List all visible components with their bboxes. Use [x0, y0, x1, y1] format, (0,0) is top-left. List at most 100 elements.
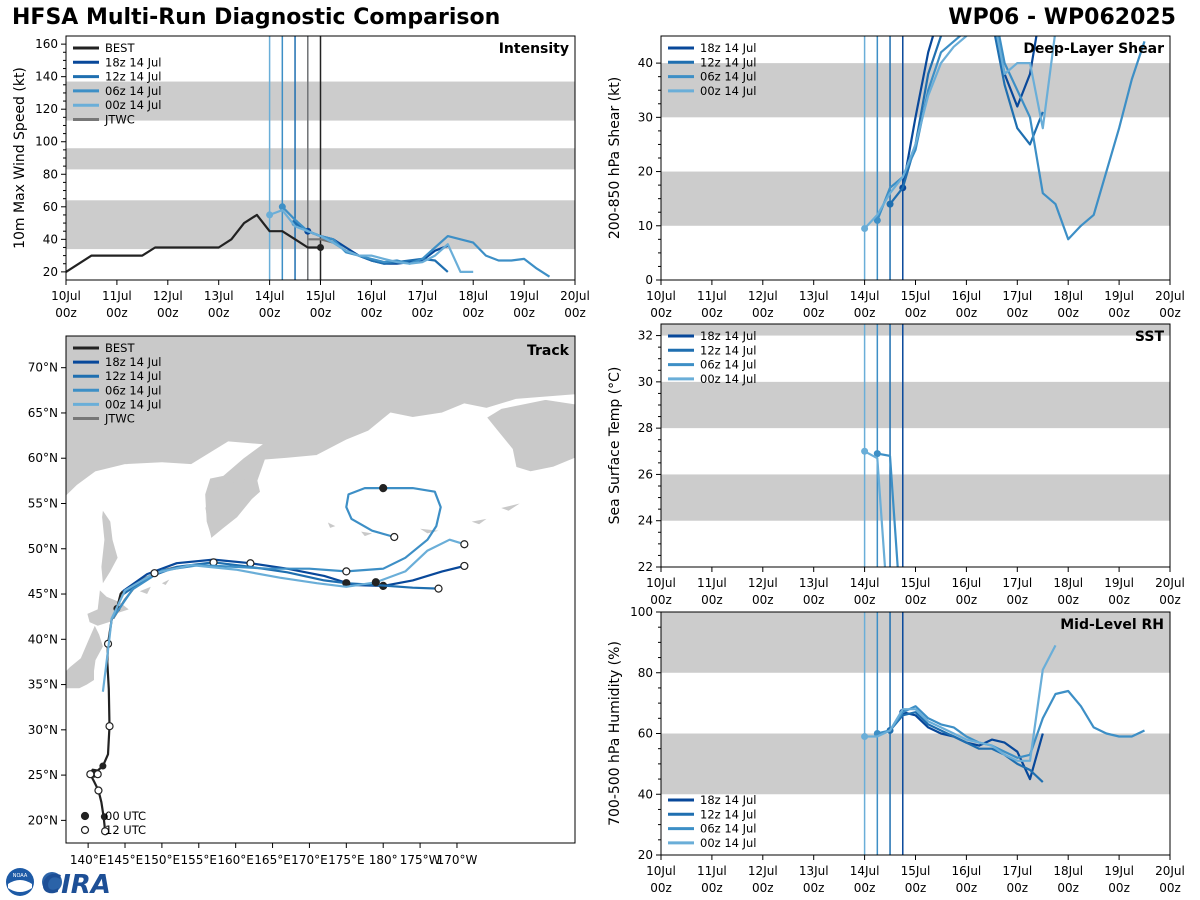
- land-hokkaido: [87, 590, 129, 626]
- intensity-xtick-hour-11Jul: 00z: [106, 306, 128, 320]
- intensity-title: Intensity: [499, 41, 569, 57]
- intensity-series-best: [66, 213, 321, 273]
- track-forecast-point: [150, 569, 159, 578]
- shear-xtick-day-10Jul: 10Jul: [646, 289, 676, 303]
- intensity-xtick-day-10Jul: 10Jul: [51, 289, 81, 303]
- track-ytick-label-50: 50°N: [28, 542, 58, 556]
- rh-ytick-label-60: 60: [638, 727, 653, 741]
- sst-xtick-day-13Jul: 13Jul: [799, 576, 829, 590]
- sst-xtick-day-17Jul: 17Jul: [1002, 576, 1032, 590]
- sst-xtick-hour-19Jul: 00z: [1108, 593, 1130, 607]
- intensity-xtick-day-20Jul: 20Jul: [560, 289, 590, 303]
- rh-xtick-day-11Jul: 11Jul: [697, 864, 727, 878]
- track-ytick-label-65: 65°N: [28, 406, 58, 420]
- track-frame: [65, 335, 576, 844]
- rh-xtick-hour-16Jul: 00z: [956, 881, 978, 895]
- rh-ytick-label-100: 100: [630, 605, 653, 619]
- shear-plot-area: [661, 36, 1170, 280]
- shear-ytick-label-40: 40: [638, 56, 653, 70]
- sst-ytick-label-28: 28: [638, 421, 653, 435]
- land-island-6: [501, 503, 520, 511]
- rh-ylabel: 700-500 hPa Humidity (%): [607, 641, 623, 826]
- intensity-xtick-day-12Jul: 12Jul: [153, 289, 183, 303]
- rh-xtick-day-10Jul: 10Jul: [646, 864, 676, 878]
- rh-xtick-day-17Jul: 17Jul: [1002, 864, 1032, 878]
- intensity-xtick-hour-10Jul: 00z: [55, 306, 77, 320]
- sst-xtick-hour-16Jul: 00z: [956, 593, 978, 607]
- shear-band-1: [661, 63, 1170, 118]
- track-marker-legend-label: 12 UTC: [105, 823, 146, 837]
- shear-xtick-day-13Jul: 13Jul: [799, 289, 829, 303]
- track-legend-label: 12z 14 Jul: [105, 369, 162, 383]
- sst-xtick-day-18Jul: 18Jul: [1053, 576, 1083, 590]
- shear-xtick-hour-18Jul: 00z: [1057, 306, 1079, 320]
- sst-xtick-day-15Jul: 15Jul: [901, 576, 931, 590]
- rh-xtick-hour-12Jul: 00z: [752, 881, 774, 895]
- intensity-xtick-hour-13Jul: 00z: [208, 306, 230, 320]
- rh-xtick-day-20Jul: 20Jul: [1155, 864, 1185, 878]
- track-xtick-label-155: 155°E: [181, 853, 218, 867]
- land-honshu: [66, 625, 103, 689]
- track-xtick-label-145: 145°E: [107, 853, 144, 867]
- sst-ytick-label-24: 24: [638, 514, 653, 528]
- intensity-ytick-label-40: 40: [43, 232, 58, 246]
- cira-logo: NOAA CIRA: [6, 868, 111, 898]
- sst-xtick-hour-17Jul: 00z: [1007, 593, 1029, 607]
- sst-xtick-day-11Jul: 11Jul: [697, 576, 727, 590]
- rh-xtick-hour-19Jul: 00z: [1108, 881, 1130, 895]
- rh-series-12z-14-jul: [889, 711, 1044, 783]
- rh-xtick-day-16Jul: 16Jul: [952, 864, 982, 878]
- sst-xtick-hour-15Jul: 00z: [905, 593, 927, 607]
- land-alaska: [485, 398, 575, 473]
- shear-legend-label: 00z 14 Jul: [700, 84, 757, 98]
- track-best-12utc-point: [94, 786, 103, 795]
- intensity-legend-label: BEST: [105, 41, 135, 55]
- shear-ylabel: 200-850 hPa Shear (kt): [607, 77, 623, 239]
- track-series-06z-14-jul: [111, 487, 442, 620]
- track-forecast-end-point: [390, 532, 399, 542]
- rh-xtick-day-15Jul: 15Jul: [901, 864, 931, 878]
- sst-title: SST: [1135, 329, 1165, 345]
- globe-icon: [42, 872, 62, 892]
- intensity-xtick-day-13Jul: 13Jul: [204, 289, 234, 303]
- sst-init-point-00z-14-jul: [861, 447, 869, 455]
- rh-xtick-hour-15Jul: 00z: [905, 881, 927, 895]
- intensity-best-point: [317, 243, 324, 251]
- sst-ytick-label-22: 22: [638, 560, 653, 574]
- noaa-wave-icon: [8, 880, 32, 892]
- track-series-18z-14-jul: [122, 558, 465, 593]
- land-island-4: [420, 528, 439, 534]
- rh-xtick-day-13Jul: 13Jul: [799, 864, 829, 878]
- shear-xtick-hour-13Jul: 00z: [803, 306, 825, 320]
- sst-ytick-label-26: 26: [638, 467, 653, 481]
- land-island-0: [139, 586, 151, 594]
- shear-xtick-hour-20Jul: 00z: [1159, 306, 1181, 320]
- rh-xtick-hour-11Jul: 00z: [701, 881, 723, 895]
- intensity-xtick-hour-20Jul: 00z: [564, 306, 586, 320]
- shear-xtick-hour-16Jul: 00z: [956, 306, 978, 320]
- rh-band-1: [661, 612, 1170, 673]
- track-marker-legend-symbol: [80, 825, 90, 835]
- sst-ytick-label-32: 32: [638, 329, 653, 343]
- intensity-ytick-label-140: 140: [35, 70, 58, 84]
- track-ytick-label-45: 45°N: [28, 587, 58, 601]
- intensity-series-06z-14-jul: [281, 206, 551, 278]
- track-ytick-label-20: 20°N: [28, 813, 58, 827]
- track-legend-label: JTWC: [104, 412, 135, 426]
- sst-legend-label: 06z 14 Jul: [700, 358, 757, 372]
- intensity-xtick-day-14Jul: 14Jul: [255, 289, 285, 303]
- sst-band-1: [661, 381, 1170, 429]
- track-forecast-point: [371, 578, 380, 587]
- shear-xtick-hour-12Jul: 00z: [752, 306, 774, 320]
- intensity-ytick-label-120: 120: [35, 102, 58, 116]
- sst-xtick-day-12Jul: 12Jul: [748, 576, 778, 590]
- rh-ytick-label-40: 40: [638, 787, 653, 801]
- rh-xtick-hour-14Jul: 00z: [854, 881, 876, 895]
- rh-xtick-hour-10Jul: 00z: [650, 881, 672, 895]
- sst-xtick-hour-13Jul: 00z: [803, 593, 825, 607]
- land-sakhalin: [101, 510, 118, 584]
- sst-xtick-hour-11Jul: 00z: [701, 593, 723, 607]
- rh-xtick-day-14Jul: 14Jul: [850, 864, 880, 878]
- rh-xtick-day-18Jul: 18Jul: [1053, 864, 1083, 878]
- rh-xtick-hour-18Jul: 00z: [1057, 881, 1079, 895]
